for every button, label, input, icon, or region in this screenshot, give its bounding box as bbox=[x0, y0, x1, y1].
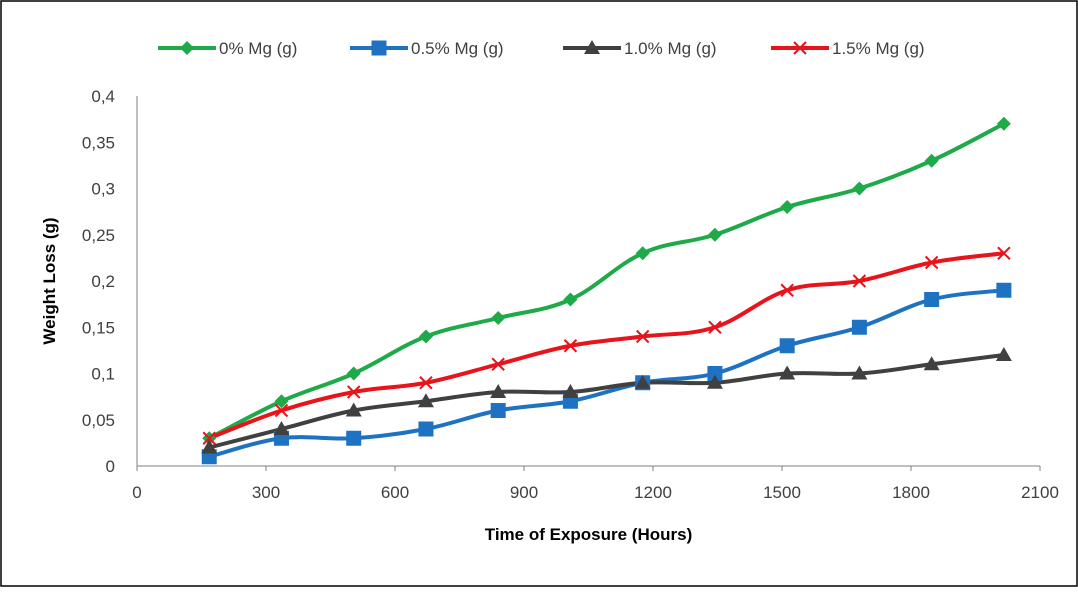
data-point-3 bbox=[347, 385, 361, 399]
series-line-2 bbox=[208, 353, 1005, 450]
x-tick-label: 1200 bbox=[634, 483, 672, 502]
data-point-1 bbox=[924, 292, 940, 307]
data-point-2 bbox=[490, 384, 507, 398]
y-tick-label: 0 bbox=[106, 457, 115, 476]
data-point-3 bbox=[852, 274, 867, 288]
legend-marker-0 bbox=[180, 41, 194, 55]
data-point-0 bbox=[346, 366, 361, 381]
data-point-0 bbox=[635, 246, 650, 261]
data-point-1 bbox=[707, 366, 723, 381]
legend-label-3: 1.5% Mg (g) bbox=[832, 39, 925, 58]
data-point-1 bbox=[346, 430, 362, 446]
data-point-2 bbox=[706, 374, 723, 389]
series-line-0 bbox=[208, 121, 1005, 441]
data-point-1 bbox=[996, 282, 1012, 298]
x-tick-label: 1800 bbox=[892, 483, 930, 502]
data-point-2 bbox=[995, 347, 1012, 361]
data-point-0 bbox=[996, 116, 1011, 131]
y-tick-label: 0,3 bbox=[91, 180, 115, 199]
y-tick-label: 0,15 bbox=[82, 318, 115, 337]
data-point-0 bbox=[563, 292, 578, 307]
y-axis-title: Weight Loss (g) bbox=[40, 217, 59, 344]
axes bbox=[136, 96, 1040, 467]
legend: 0% Mg (g) 0.5% Mg (g) 1.0% Mg (g) 1.5% Mg (… bbox=[158, 39, 925, 58]
legend-marker-3 bbox=[793, 41, 807, 55]
data-point-2 bbox=[923, 356, 940, 371]
data-point-1 bbox=[779, 338, 795, 354]
y-tick-label: 0,1 bbox=[91, 365, 115, 384]
data-point-3 bbox=[635, 329, 650, 344]
legend-label-2: 1.0% Mg (g) bbox=[624, 39, 717, 58]
data-point-2 bbox=[417, 393, 434, 408]
data-point-2 bbox=[851, 365, 868, 380]
x-tick-label: 2100 bbox=[1021, 483, 1059, 502]
data-point-0 bbox=[274, 394, 289, 409]
data-point-0 bbox=[707, 227, 722, 242]
series-line-3 bbox=[208, 251, 1005, 441]
data-point-3 bbox=[491, 357, 505, 371]
data-point-1 bbox=[851, 319, 867, 335]
data-point-3 bbox=[780, 283, 794, 297]
data-point-0 bbox=[780, 200, 795, 214]
data-point-2 bbox=[345, 402, 362, 417]
data-point-0 bbox=[418, 329, 433, 344]
data-point-0 bbox=[491, 311, 506, 325]
data-point-1 bbox=[418, 421, 434, 437]
y-tick-label: 0,25 bbox=[82, 226, 115, 245]
data-point-3 bbox=[419, 376, 433, 390]
x-tick-label: 0 bbox=[132, 483, 141, 502]
data-point-3 bbox=[274, 403, 289, 418]
y-tick-label: 0,35 bbox=[82, 133, 115, 152]
x-tick-label: 900 bbox=[510, 483, 538, 502]
legend-label-1: 0.5% Mg (g) bbox=[411, 39, 504, 58]
data-point-1 bbox=[490, 403, 506, 418]
legend-marker-2 bbox=[584, 40, 600, 54]
x-tick-labels: 0 300 600 900 1200 1500 1800 2100 bbox=[132, 466, 1059, 502]
x-tick-label: 300 bbox=[252, 483, 280, 502]
data-point-0 bbox=[852, 181, 867, 196]
data-point-3 bbox=[924, 255, 939, 270]
data-point-2 bbox=[634, 374, 651, 389]
data-point-2 bbox=[201, 439, 218, 454]
y-tick-label: 0,4 bbox=[91, 87, 115, 106]
data-point-3 bbox=[202, 431, 216, 445]
y-tick-label: 0,2 bbox=[91, 272, 115, 291]
data-point-2 bbox=[562, 384, 579, 398]
data-point-3 bbox=[708, 320, 722, 334]
data-point-2 bbox=[273, 421, 290, 435]
x-axis-title: Time of Exposure (Hours) bbox=[485, 525, 693, 544]
y-tick-labels: 0 0,05 0,1 0,15 0,2 0,25 0,3 0,35 0,4 bbox=[82, 87, 115, 476]
data-point-3 bbox=[563, 339, 578, 353]
data-point-2 bbox=[779, 365, 796, 380]
series-markers bbox=[201, 116, 1012, 465]
x-tick-label: 600 bbox=[381, 483, 409, 502]
data-point-3 bbox=[997, 246, 1011, 260]
legend-marker-1 bbox=[371, 40, 387, 56]
data-point-0 bbox=[924, 153, 939, 168]
legend-label-0: 0% Mg (g) bbox=[219, 39, 297, 58]
x-tick-label: 1500 bbox=[763, 483, 801, 502]
y-tick-label: 0,05 bbox=[82, 411, 115, 430]
